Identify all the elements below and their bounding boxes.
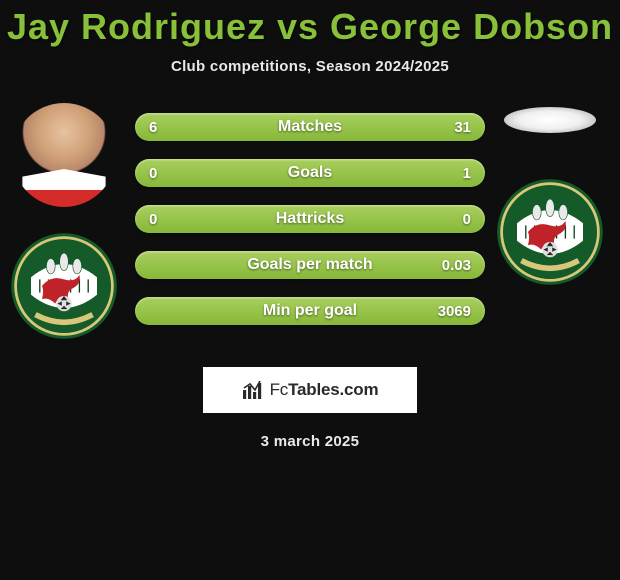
chart-icon (242, 380, 264, 400)
stat-bars: 6 Matches 31 0 Goals 1 0 Hattricks 0 Goa… (135, 103, 485, 325)
stat-label: Hattricks (135, 210, 485, 228)
player-right-avatar-placeholder (504, 107, 596, 133)
comparison-panel: 6 Matches 31 0 Goals 1 0 Hattricks 0 Goa… (0, 103, 620, 343)
page-title: Jay Rodriguez vs George Dobson (0, 0, 620, 48)
stat-label: Matches (135, 118, 485, 136)
player-left-club-crest (9, 231, 119, 341)
player-left-avatar (12, 103, 116, 207)
stat-row-hattricks: 0 Hattricks 0 (135, 205, 485, 233)
stat-label: Min per goal (135, 302, 485, 320)
subtitle: Club competitions, Season 2024/2025 (0, 58, 620, 75)
stat-row-goals: 0 Goals 1 (135, 159, 485, 187)
player-right-club-crest (495, 177, 605, 287)
stat-row-goals-per-match: Goals per match 0.03 (135, 251, 485, 279)
watermark: FcTables.com (203, 367, 417, 413)
date-label: 3 march 2025 (0, 433, 620, 450)
watermark-suffix: Tables.com (288, 380, 378, 399)
stat-row-matches: 6 Matches 31 (135, 113, 485, 141)
stat-row-min-per-goal: Min per goal 3069 (135, 297, 485, 325)
stat-label: Goals (135, 164, 485, 182)
left-player-column (4, 103, 124, 341)
watermark-text: FcTables.com (270, 380, 379, 400)
watermark-prefix: Fc (270, 380, 288, 399)
stat-label: Goals per match (135, 256, 485, 274)
right-player-column (490, 103, 610, 287)
